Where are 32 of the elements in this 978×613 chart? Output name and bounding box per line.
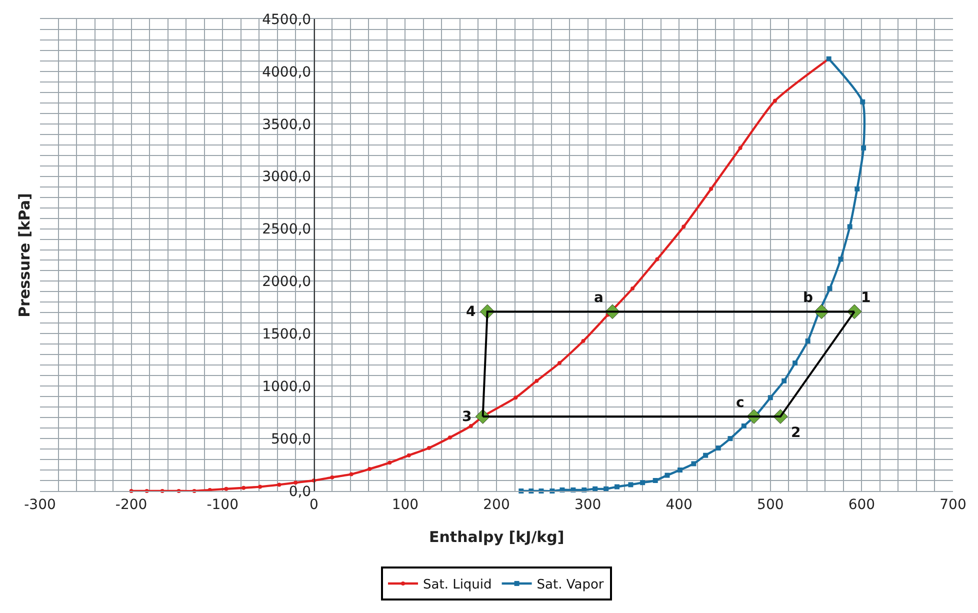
legend-label: Sat. Liquid	[423, 578, 492, 593]
annotation: 2	[791, 425, 801, 441]
annotation: 1	[861, 290, 871, 306]
y-axis-title: Pressure [kPa]	[15, 193, 34, 318]
x-tick-label: 700	[940, 496, 966, 513]
y-tick-label: 2500,0	[262, 222, 312, 238]
y-tick-label: 0,0	[288, 484, 312, 500]
y-tick-label: 3500,0	[262, 116, 312, 133]
y-tick-label: 4500,0	[262, 12, 312, 28]
x-tick-label: -100	[206, 496, 238, 513]
x-tick-label: 100	[392, 496, 419, 513]
x-tick-label: 400	[666, 496, 692, 513]
y-tick-label: 2000,0	[262, 274, 312, 290]
legend-label: Sat. Vapor	[536, 578, 604, 593]
annotation: c	[736, 395, 744, 411]
x-tick-label: -300	[24, 496, 56, 513]
x-tick-label: -200	[115, 496, 148, 513]
y-tick-label: 1000,0	[262, 379, 312, 396]
annotation: b	[803, 290, 814, 306]
x-tick-label: 200	[483, 496, 510, 513]
x-tick-label: 0	[309, 496, 318, 513]
x-tick-label: 300	[574, 496, 602, 513]
annotation: 4	[466, 304, 476, 320]
y-tick-label: 500,0	[271, 431, 312, 448]
annotation: 3	[462, 409, 472, 425]
annotation: a	[594, 290, 604, 306]
y-tick-label: 3000,0	[262, 169, 312, 186]
y-tick-label: 4000,0	[262, 64, 312, 80]
x-tick-label: 600	[848, 496, 876, 513]
x-axis-title: Enthalpy [kJ/kg]	[429, 528, 564, 546]
y-tick-label: 1500,0	[262, 326, 312, 343]
x-tick-label: 500	[757, 496, 784, 513]
